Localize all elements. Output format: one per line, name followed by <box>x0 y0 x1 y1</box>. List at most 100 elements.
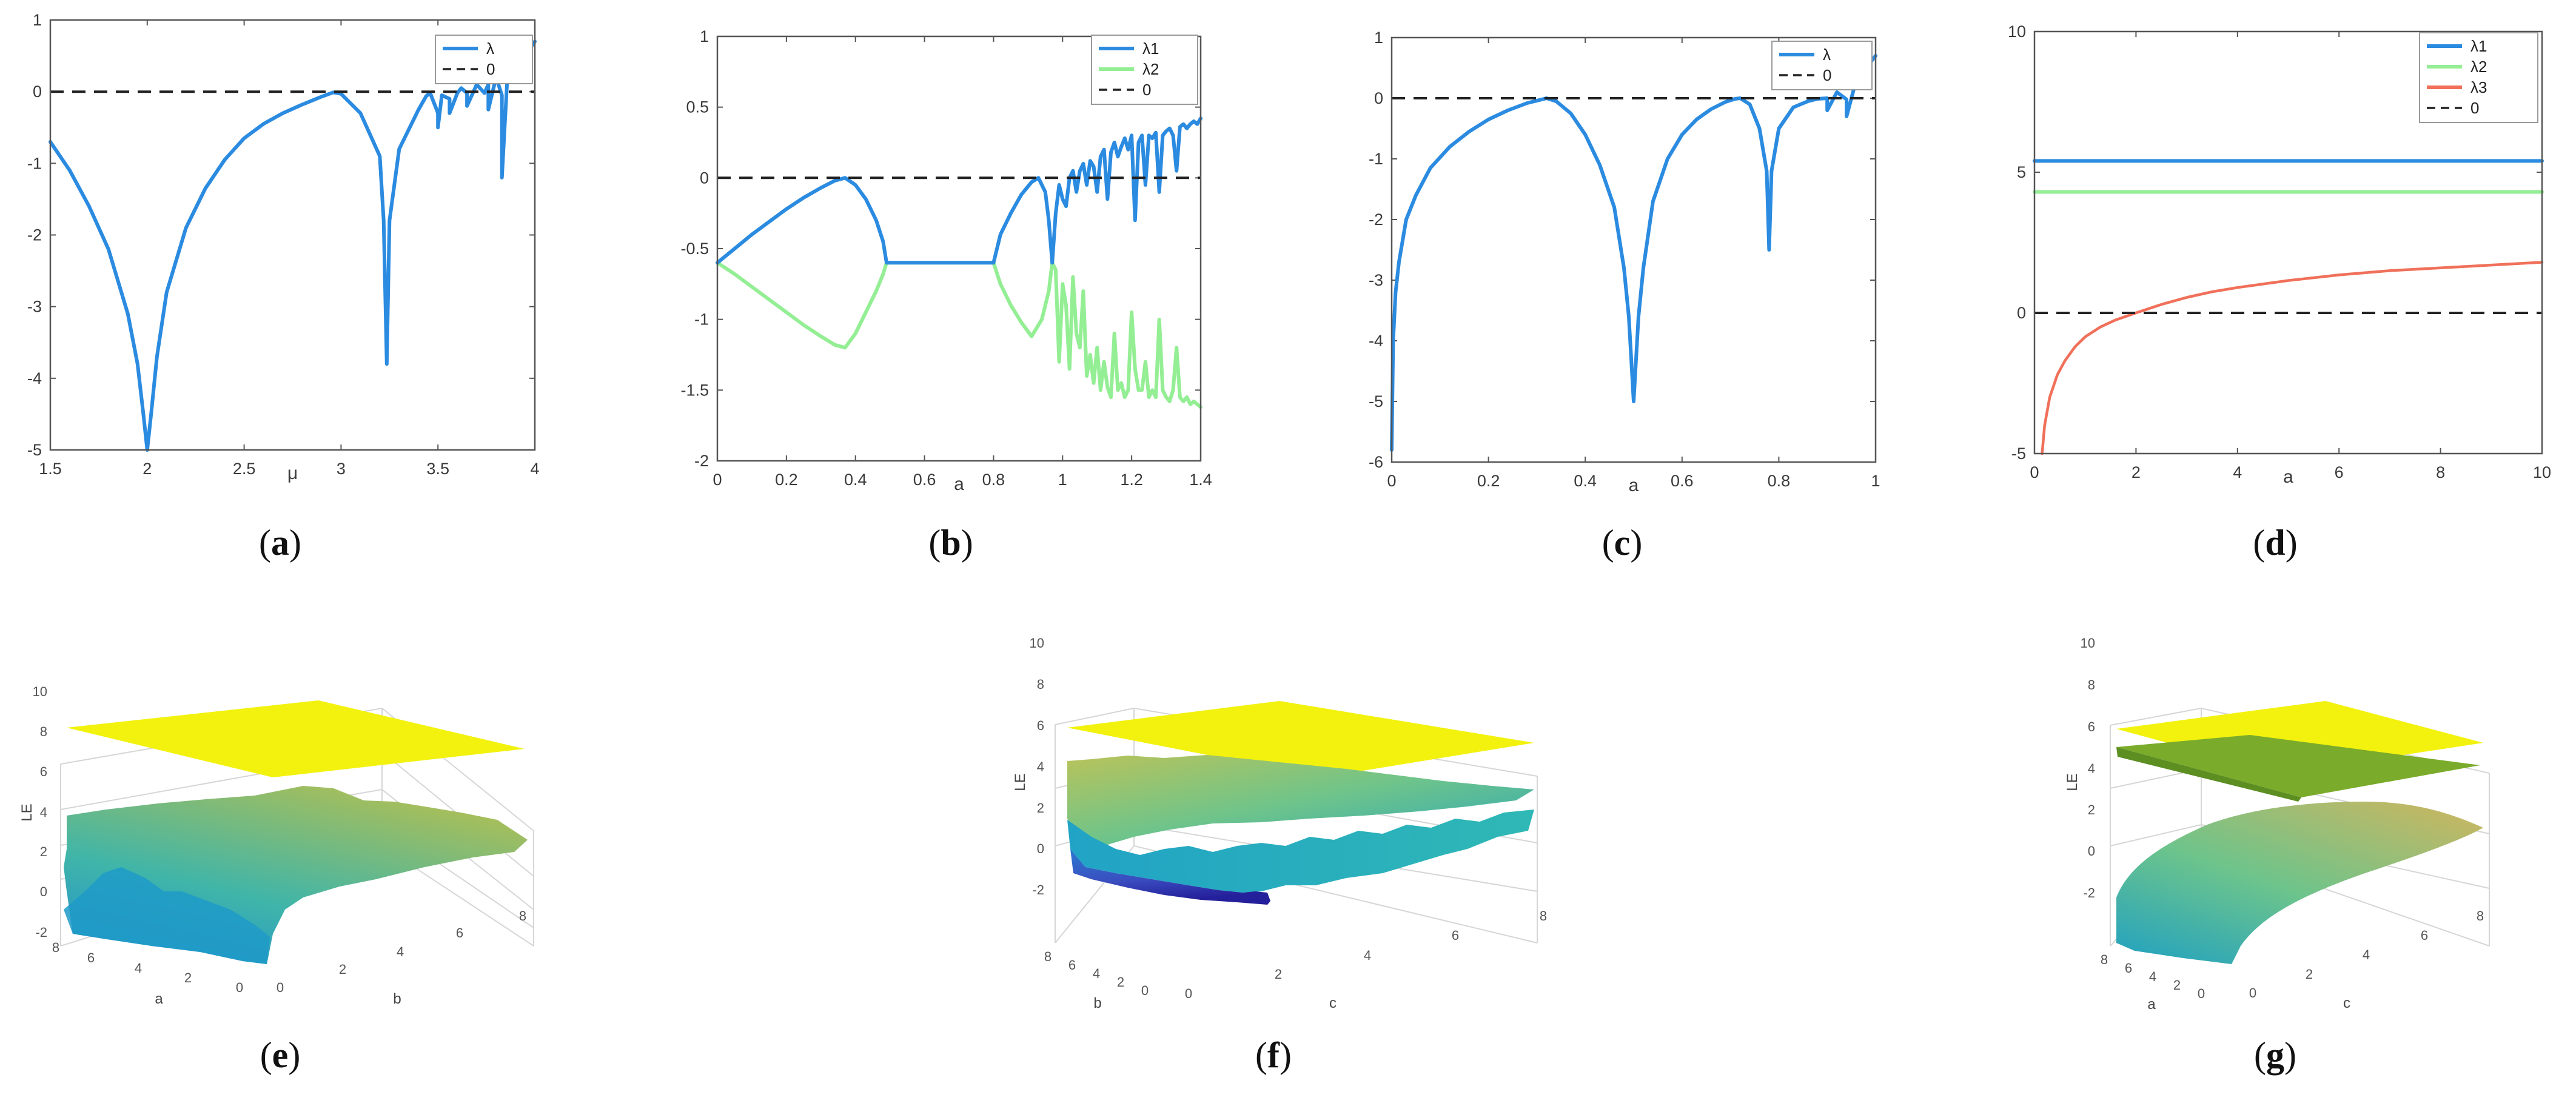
f-ytick-label: 2 <box>1275 967 1282 982</box>
d-xtick-label: 10 <box>2533 463 2551 481</box>
g-xtick-label: 6 <box>2125 961 2132 976</box>
f-xtick-label: 0 <box>1141 983 1149 998</box>
d-series-line-2 <box>2041 261 2544 455</box>
e-xtick-label: 4 <box>135 961 142 976</box>
f-xtick-label: 2 <box>1117 974 1124 990</box>
e-ytick-label: 6 <box>456 925 463 940</box>
f-xtick-label: 6 <box>1068 957 1076 973</box>
c-legend-box <box>1771 41 1873 90</box>
caption-c: (c) <box>1602 523 1643 563</box>
b-ytick-label: -1 <box>694 310 709 329</box>
f-ztick-label: 6 <box>1037 718 1044 733</box>
a-xtick-label: 4 <box>530 460 539 478</box>
a-ytick-label: -4 <box>27 369 42 387</box>
g-x-axis-label: a <box>2147 996 2156 1013</box>
g-ytick-label: 6 <box>2421 928 2428 943</box>
panel-e-surface-front-edge <box>64 867 270 964</box>
f-ytick-label: 4 <box>1364 948 1371 963</box>
f-ztick-label: 10 <box>1030 635 1044 651</box>
b-legend-label: λ1 <box>1142 39 1159 58</box>
panel-g-surface-mid <box>2116 735 2480 797</box>
c-ytick-label: -3 <box>1369 271 1383 289</box>
g-ztick-label: 0 <box>2088 843 2095 859</box>
e-ztick-label: 2 <box>40 844 47 859</box>
panel-b-chart: 0 0.2 0.4 0.6 0.8 1 1.2 1.4 -2 -1.5 -1 -0.5 0 0.5 1 a λ1… <box>680 27 1212 494</box>
a-axes-box <box>49 19 536 451</box>
g-xtick-label: 4 <box>2149 969 2156 984</box>
a-legend-label: λ <box>486 39 494 58</box>
panel-e-surface-high <box>67 700 525 777</box>
a-legend-box <box>435 35 533 84</box>
panel-f-surface-high <box>1067 701 1534 777</box>
c-x-axis-label: a <box>1629 475 1639 495</box>
d-xtick-label: 6 <box>2335 463 2344 481</box>
b-axes-box <box>716 35 1202 462</box>
g-z-axis-label: LE <box>2064 773 2081 791</box>
caption-a: (a) <box>259 523 301 563</box>
b-ytick-label: -2 <box>694 452 709 470</box>
g-xtick-label: 2 <box>2173 977 2181 993</box>
g-y-axis-label: c <box>2343 995 2350 1011</box>
e-ztick-label: 4 <box>40 805 47 820</box>
c-legend-label: λ <box>1823 45 1831 64</box>
e-ytick-label: 0 <box>277 980 284 995</box>
e-xtick-label: 2 <box>184 970 192 985</box>
b-series-line-6 <box>991 176 1055 265</box>
d-xtick-label: 0 <box>2030 463 2039 481</box>
e-xtick-label: 0 <box>236 980 243 995</box>
caption-b: (b) <box>928 523 973 563</box>
a-ytick-label: 1 <box>33 11 42 29</box>
f-ytick-label: 6 <box>1452 928 1459 943</box>
d-legend-label: 0 <box>2470 99 2479 117</box>
d-legend-label: λ2 <box>2470 58 2487 76</box>
d-axes-box <box>2033 30 2543 455</box>
f-ytick-label: 8 <box>1540 908 1547 924</box>
d-ytick-label: 0 <box>2017 304 2026 322</box>
d-xtick-label: 2 <box>2132 463 2141 481</box>
a-x-axis-label: μ <box>287 463 298 483</box>
c-xtick-label: 1 <box>1871 472 1880 490</box>
d-ytick-label: -5 <box>2011 444 2026 463</box>
caption-g: (g) <box>2254 1035 2296 1075</box>
c-legend-label: 0 <box>1823 66 1831 84</box>
c-ytick-label: -4 <box>1369 332 1383 350</box>
d-legend-label: λ3 <box>2470 78 2487 96</box>
panel-f-surface-mid <box>1067 755 1534 846</box>
c-ytick-label: -5 <box>1369 392 1383 411</box>
a-xtick-label: 2.5 <box>233 460 256 478</box>
c-ytick-label: -1 <box>1369 150 1383 168</box>
panel-g-surface-low <box>2116 802 2483 964</box>
g-ytick-label: 4 <box>2363 947 2370 962</box>
caption-d: (d) <box>2253 523 2297 563</box>
panel-e-surface-plot: -2 0 2 4 6 8 10 8 6 4 2 0 0 2 4 6 8 LE a b <box>19 684 534 1007</box>
c-axes-box <box>1390 36 1877 463</box>
f-ytick-label: 0 <box>1185 986 1192 1001</box>
panel-a-chart: 1.5 2 2.5 3 3.5 4 -5 -4 -3 -2 -1 0 1 μ λ 0 <box>27 11 540 483</box>
e-z-axis-label: LE <box>19 803 35 821</box>
c-ytick-label: 1 <box>1374 28 1383 47</box>
e-ytick-label: 2 <box>339 962 346 977</box>
b-ytick-label: -0.5 <box>680 240 709 258</box>
g-ztick-label: 8 <box>2088 677 2095 692</box>
b-legend-label: 0 <box>1142 81 1151 99</box>
e-ytick-label: 4 <box>397 944 404 959</box>
b-x-axis-label: a <box>954 474 964 494</box>
g-ztick-label: 10 <box>2081 635 2095 651</box>
g-ytick-label: 0 <box>2249 985 2256 1001</box>
e-y-axis-label: b <box>393 991 401 1007</box>
g-ztick-label: 2 <box>2088 802 2095 817</box>
b-series-line-1 <box>716 261 888 350</box>
b-series-line-2 <box>991 261 1055 338</box>
b-xtick-label: 0 <box>713 471 722 489</box>
f-ztick-label: -2 <box>1032 882 1044 897</box>
b-xtick-label: 1.4 <box>1189 471 1212 489</box>
a-xtick-label: 3.5 <box>426 460 449 478</box>
g-xtick-label: 0 <box>2198 986 2205 1001</box>
b-ytick-label: 0.5 <box>686 98 709 116</box>
f-x-axis-label: b <box>1093 995 1101 1011</box>
captions: (a) (b) (c) (d) (e) (f) (g) <box>259 523 2298 1075</box>
d-x-axis-label: a <box>2283 467 2293 487</box>
a-ytick-label: -5 <box>27 441 42 459</box>
f-z-axis-label: LE <box>1012 773 1028 791</box>
panel-g-surface-mid-edge <box>2116 747 2301 802</box>
